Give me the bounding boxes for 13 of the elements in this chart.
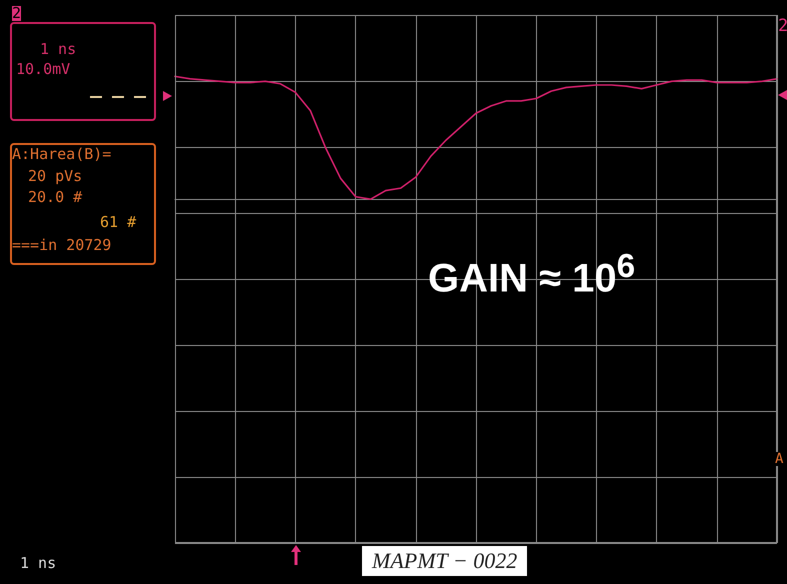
- text: 20.0 #: [28, 188, 82, 206]
- text: MAPMT − 0022: [362, 546, 528, 576]
- text: 1 ns: [40, 40, 76, 58]
- text: GAIN ≈ 10$^{6}$: [428, 248, 636, 300]
- text: 2: [12, 4, 22, 22]
- text: A:Harea(B)=: [12, 145, 112, 163]
- text: 10.0mV: [16, 60, 70, 78]
- text: 1 ns: [20, 554, 56, 572]
- text: 20 pVs: [28, 167, 82, 185]
- text: 2: [778, 16, 787, 36]
- text: A: [775, 451, 784, 467]
- text: ===in 20729: [12, 236, 112, 254]
- text: 61 #: [100, 213, 136, 231]
